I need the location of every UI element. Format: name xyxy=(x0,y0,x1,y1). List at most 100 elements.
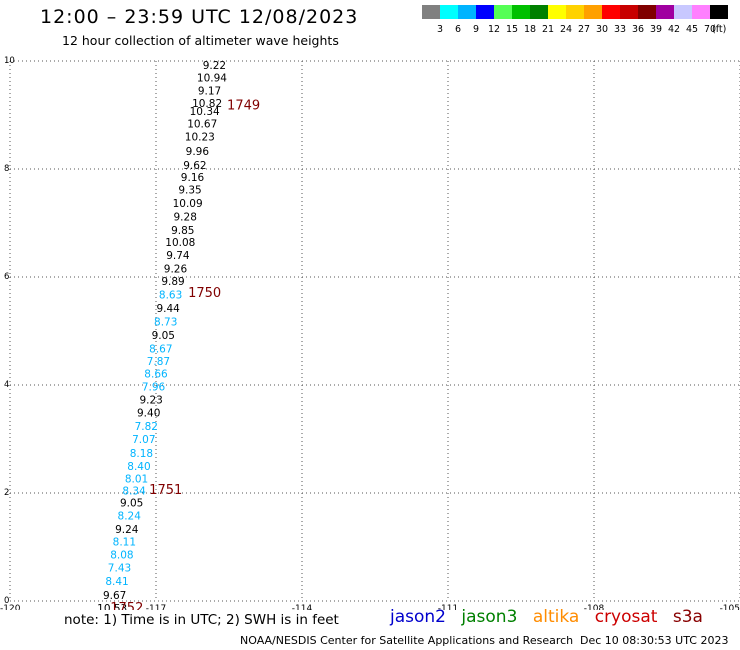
colorbar-swatch xyxy=(638,5,656,19)
colorbar-label: (ft) xyxy=(712,24,726,35)
wave-height-label: 9.62 xyxy=(183,160,206,172)
x-tick-label: -117 xyxy=(146,604,166,610)
wave-height-label: 10.34 xyxy=(190,106,220,118)
wave-height-label: 8.41 xyxy=(105,576,128,588)
x-tick-label: -120 xyxy=(0,604,21,610)
wave-height-plot: -120 -117 -114 -111 -108 -105 0 2 4 6 8 10 9.2210.94… xyxy=(0,56,740,610)
wave-height-label: 8.67 xyxy=(149,344,172,356)
colorbar-swatch xyxy=(494,5,512,19)
wave-height-label: 7.87 xyxy=(147,356,170,368)
colorbar-swatch xyxy=(566,5,584,19)
wave-height-label: 9.74 xyxy=(166,250,190,262)
wave-height-label: 10.67 xyxy=(187,118,217,130)
colorbar-label: 15 xyxy=(506,24,518,35)
color-scale-legend: 3 6 9 12 15 18 21 24 27 30 33 36 39 42 45 70(ft) xyxy=(422,5,728,35)
colorbar-swatch xyxy=(620,5,638,19)
colorbar-label: 39 xyxy=(650,24,662,35)
track-number-label: 1751 xyxy=(149,483,182,498)
colorbar-label: 36 xyxy=(632,24,644,35)
x-tick-label: -114 xyxy=(292,604,313,610)
wave-height-label: 8.73 xyxy=(154,317,177,329)
wave-height-label: 9.23 xyxy=(139,394,162,406)
colorbar-label: 42 xyxy=(668,24,680,35)
legend-s3a: s3a xyxy=(672,607,703,627)
wave-height-label: 10.94 xyxy=(197,73,227,85)
colorbar-label: 21 xyxy=(542,24,554,35)
legend-altika: altika xyxy=(532,607,580,627)
x-tick-label: -105 xyxy=(720,604,740,610)
generated-timestamp: Dec 10 08:30:53 UTC 2023 xyxy=(580,634,729,647)
wave-height-label: 9.40 xyxy=(137,407,160,419)
y-tick-label: 6 xyxy=(4,272,9,282)
legend-cryosat: cryosat xyxy=(594,607,658,627)
wave-height-label: 9.44 xyxy=(156,303,180,315)
chart-subtitle: 12 hour collection of altimeter wave hei… xyxy=(62,33,339,48)
wave-height-label: 8.01 xyxy=(125,474,148,486)
wave-height-label: 7.07 xyxy=(132,434,155,446)
track-number-label: 1749 xyxy=(227,99,260,114)
colorbar-label: 24 xyxy=(560,24,572,35)
satellite-legend: jason2 jason3 altika cryosat s3a xyxy=(390,607,713,627)
wave-height-label: 9.05 xyxy=(120,498,143,510)
wave-height-label: 10.09 xyxy=(173,198,203,210)
wave-height-label: 10.82 xyxy=(192,98,222,110)
colorbar-swatch xyxy=(710,5,728,19)
colorbar-label: 3 xyxy=(437,24,443,35)
colorbar-label: 12 xyxy=(488,24,500,35)
colorbar-label: 33 xyxy=(614,24,626,35)
colorbar-label: 45 xyxy=(686,24,698,35)
track-number-label: 1750 xyxy=(188,286,221,301)
y-tick-label: 2 xyxy=(4,488,9,498)
wave-height-label: 7.82 xyxy=(135,421,158,433)
credit-line: NOAA/NESDIS Center for Satellite Applica… xyxy=(240,634,574,647)
wave-height-label: 8.66 xyxy=(144,368,168,380)
colorbar-swatch xyxy=(674,5,692,19)
wave-height-label: 8.63 xyxy=(159,290,182,302)
colorbar-swatch xyxy=(440,5,458,19)
colorbar-swatch xyxy=(548,5,566,19)
chart-title: 12:00 – 23:59 UTC 12/08/2023 xyxy=(40,6,359,28)
wave-height-label: 8.24 xyxy=(118,510,142,522)
y-tick-label: 0 xyxy=(4,596,9,606)
wave-height-label: 8.18 xyxy=(130,448,153,460)
footnote: note: 1) Time is in UTC; 2) SWH is in fe… xyxy=(64,612,339,628)
wave-height-label: 9.26 xyxy=(164,264,188,276)
wave-height-label: 10.53 xyxy=(97,603,127,610)
wave-height-label: 9.24 xyxy=(115,524,139,536)
wave-height-label: 9.96 xyxy=(186,146,210,158)
wave-height-label: 10.08 xyxy=(165,237,195,249)
colorbar-label: 18 xyxy=(524,24,536,35)
wave-height-label: 9.22 xyxy=(203,60,226,72)
wave-height-label: 9.35 xyxy=(178,184,201,196)
colorbar-swatch xyxy=(512,5,530,19)
track-number-label: 1752 xyxy=(110,601,143,610)
y-tick-label: 8 xyxy=(4,164,9,174)
wave-height-label: 9.05 xyxy=(152,330,175,342)
x-tick-label: -111 xyxy=(438,604,458,610)
wave-height-label: 8.40 xyxy=(127,461,150,473)
wave-height-label: 9.17 xyxy=(198,85,221,97)
colorbar-swatch xyxy=(656,5,674,19)
wave-height-label: 9.89 xyxy=(161,276,184,288)
wave-height-label: 9.67 xyxy=(103,590,126,602)
colorbar-swatch xyxy=(458,5,476,19)
legend-jason3: jason3 xyxy=(461,607,518,627)
colorbar-label: 70 xyxy=(704,24,716,35)
colorbar-swatch xyxy=(530,5,548,19)
wave-height-label: 9.16 xyxy=(181,172,205,184)
colorbar-label: 30 xyxy=(596,24,608,35)
colorbar-swatch xyxy=(476,5,494,19)
wave-height-label: 7.43 xyxy=(108,562,131,574)
wave-height-label: 9.28 xyxy=(174,211,197,223)
colorbar-swatch xyxy=(422,5,440,19)
x-tick-label: -108 xyxy=(584,604,605,610)
wave-height-label: 8.08 xyxy=(110,549,133,561)
y-tick-label: 10 xyxy=(4,56,15,66)
wave-height-label: 8.34 xyxy=(122,486,146,498)
wave-height-label: 9.85 xyxy=(171,225,194,237)
colorbar-label: 27 xyxy=(578,24,590,35)
colorbar-swatch xyxy=(584,5,602,19)
legend-jason2: jason2 xyxy=(390,607,446,627)
colorbar-swatch xyxy=(602,5,620,19)
wave-height-label: 8.11 xyxy=(113,536,136,548)
